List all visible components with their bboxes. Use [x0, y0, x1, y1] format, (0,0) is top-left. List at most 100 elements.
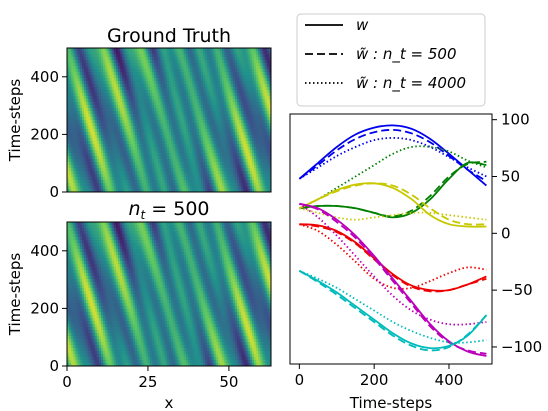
heatmap-cell [67, 129, 70, 133]
heatmap-cell [135, 132, 138, 136]
heatmap-cell [183, 153, 187, 157]
heatmap-cell [266, 183, 270, 187]
heatmap-cell [156, 96, 159, 100]
heatmap-cell [251, 150, 255, 154]
heatmap-cell [149, 51, 153, 55]
heatmap-cell [141, 90, 144, 94]
heatmap-cell [71, 159, 74, 163]
heatmap-cell [186, 138, 189, 142]
heatmap-cell [90, 162, 93, 166]
heatmap-cell [245, 117, 249, 121]
heatmap-cell [73, 159, 76, 163]
heatmap-cell [262, 120, 266, 124]
heatmap-cell [90, 69, 93, 73]
heatmap-cell [103, 99, 106, 103]
heatmap-cell [169, 117, 172, 121]
heatmap-cell [115, 75, 119, 79]
heatmap-cell [183, 183, 187, 187]
heatmap-cell [209, 180, 212, 184]
heatmap-cell [268, 84, 271, 88]
heatmap-cell [164, 78, 168, 82]
heatmap-cell [209, 63, 212, 67]
heatmap-cell [94, 54, 98, 58]
heatmap-cell [268, 147, 271, 151]
heatmap-cell [232, 87, 236, 91]
heatmap-cell [166, 228, 170, 232]
heatmap-cell [262, 117, 266, 121]
heatmap-cell [162, 117, 166, 121]
heatmap-cell [124, 171, 127, 175]
heatmap-cell [205, 177, 208, 181]
heatmap-cell [232, 90, 236, 94]
heatmap-cell [137, 66, 140, 70]
heatmap-cell [141, 48, 144, 52]
heatmap-cell [145, 180, 149, 184]
heatmap-cell [256, 123, 259, 127]
heatmap-cell [237, 180, 240, 184]
heatmap-cell [73, 78, 76, 82]
heatmap-cell [137, 120, 140, 124]
heatmap-cell [205, 141, 208, 145]
heatmap-cell [181, 180, 185, 184]
heatmap-cell [171, 186, 174, 190]
heatmap-cell [103, 81, 106, 85]
heatmap-cell [177, 81, 181, 85]
heatmap-cell [152, 84, 155, 88]
heatmap-cell [173, 99, 176, 103]
heatmap-cell [179, 81, 183, 85]
heatmap-cell [264, 105, 268, 109]
heatmap-cell [256, 96, 259, 100]
heatmap-cell [183, 120, 187, 124]
heatmap-cell [73, 225, 76, 229]
heatmap-cell [256, 147, 259, 151]
heatmap-cell [141, 144, 144, 148]
heatmap-cell [90, 171, 93, 175]
heatmap-cell [258, 90, 261, 94]
heatmap-cell [268, 168, 271, 172]
heatmap-cell [164, 150, 168, 154]
heatmap-cell [226, 48, 229, 52]
heatmap-cell [164, 48, 168, 52]
heatmap-cell [118, 141, 121, 145]
heatmap-cell [228, 126, 232, 130]
heatmap-cell [198, 93, 202, 97]
heatmap-cell [120, 228, 123, 232]
heatmap-cell [160, 54, 164, 58]
heatmap-cell [181, 189, 185, 192]
heatmap-cell [113, 147, 117, 151]
heatmap-cell [222, 135, 225, 139]
heatmap-cell [183, 69, 187, 73]
heatmap-cell [213, 117, 217, 121]
heatmap-cell [234, 141, 238, 145]
heatmap-cell [226, 102, 229, 106]
heatmap-cell [256, 63, 259, 67]
heatmap-cell [181, 159, 185, 163]
heatmap-cell [260, 114, 263, 118]
heatmap-cell [122, 99, 125, 103]
heatmap-cell [251, 117, 255, 121]
heatmap-cell [158, 72, 161, 76]
heatmap-cell [169, 48, 172, 52]
heatmap-cell [200, 135, 204, 139]
heatmap-cell [181, 141, 185, 145]
heatmap-cell [177, 132, 181, 136]
heatmap-cell [147, 69, 151, 73]
heatmap-cell [69, 141, 72, 145]
heatmap-cell [75, 222, 79, 226]
heatmap-cell [234, 84, 238, 88]
heatmap-cell [162, 87, 166, 91]
heatmap-cell [90, 51, 93, 55]
heatmap-cell [145, 48, 149, 52]
heatmap-cell [113, 156, 117, 160]
heatmap-cell [256, 150, 259, 154]
heatmap-cell [228, 141, 232, 145]
heatmap-cell [205, 72, 208, 76]
heatmap-cell [194, 150, 198, 154]
heatmap-cell [241, 159, 244, 163]
heatmap-cell [220, 87, 223, 91]
heatmap-cell [160, 78, 164, 82]
heatmap-cell [137, 153, 140, 157]
heatmap-cell [77, 156, 81, 160]
heatmap-cell [160, 228, 164, 232]
heatmap-cell [147, 156, 151, 160]
